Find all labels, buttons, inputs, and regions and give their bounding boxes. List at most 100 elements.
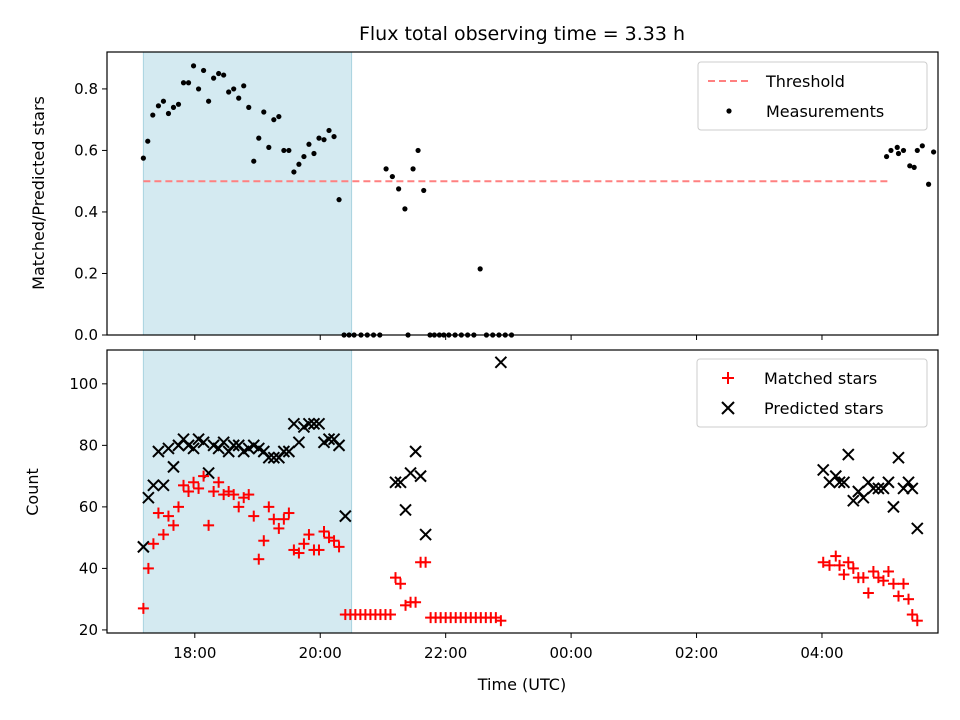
predicted-star-point bbox=[419, 528, 432, 541]
measurement-point bbox=[477, 266, 483, 272]
predicted-star-point bbox=[292, 436, 306, 449]
matched-star-point bbox=[198, 470, 210, 482]
bottom-legend: Matched stars Predicted stars bbox=[696, 358, 928, 428]
measurement-point bbox=[331, 133, 337, 140]
matched-star-point bbox=[303, 529, 315, 541]
y-tick-label: 0.2 bbox=[74, 264, 98, 282]
x-tick-label: 00:00 bbox=[549, 644, 592, 662]
predicted-star-point bbox=[857, 491, 870, 504]
measurement-point bbox=[883, 153, 890, 160]
top-legend: Threshold Measurements bbox=[697, 61, 928, 131]
top-x-axis-ticks bbox=[194, 335, 823, 340]
predicted-star-point bbox=[837, 476, 851, 489]
matched-star-point bbox=[283, 507, 295, 519]
predicted-star-point bbox=[137, 540, 150, 554]
matched-star-point bbox=[906, 609, 918, 621]
matched-star-point bbox=[273, 522, 285, 534]
predicted-star-point bbox=[152, 445, 165, 458]
y-tick-label: 80 bbox=[79, 436, 98, 454]
matched-star-point bbox=[834, 559, 846, 571]
legend-threshold-label: Threshold bbox=[765, 72, 845, 91]
measurement-point bbox=[221, 72, 227, 78]
matched-star-point bbox=[911, 615, 923, 627]
predicted-star-point bbox=[867, 482, 880, 495]
matched-star-point bbox=[137, 602, 149, 614]
measurement-point bbox=[900, 147, 907, 154]
measurement-point bbox=[170, 104, 177, 110]
matched-star-point bbox=[877, 575, 889, 587]
x-tick-label: 20:00 bbox=[299, 644, 342, 662]
matched-star-point bbox=[887, 578, 899, 590]
matched-star-point bbox=[188, 476, 200, 488]
matched-star-points bbox=[137, 470, 923, 627]
matched-star-point bbox=[253, 553, 265, 565]
measurement-point bbox=[301, 153, 307, 160]
predicted-star-point bbox=[389, 476, 402, 489]
predicted-star-point bbox=[287, 417, 301, 431]
bottom-y-axis-label: Count bbox=[23, 468, 42, 516]
matched-star-point bbox=[313, 544, 325, 556]
matched-star-point bbox=[892, 590, 904, 602]
legend-matched-label: Matched stars bbox=[764, 369, 877, 388]
predicted-star-point bbox=[394, 476, 407, 489]
measurement-point bbox=[894, 144, 900, 150]
measurement-point bbox=[271, 117, 277, 123]
predicted-star-point bbox=[911, 522, 924, 535]
predicted-star-point bbox=[892, 451, 905, 464]
predicted-star-point bbox=[332, 439, 346, 452]
measurement-point bbox=[931, 149, 937, 155]
measurement-point bbox=[396, 186, 402, 192]
measurement-point bbox=[321, 137, 327, 143]
predicted-star-point bbox=[262, 451, 276, 464]
measurement-point bbox=[190, 63, 197, 69]
predicted-star-point bbox=[817, 463, 830, 477]
predicted-star-point bbox=[162, 442, 175, 455]
y-tick-label: 0.8 bbox=[74, 80, 98, 98]
matched-star-point bbox=[167, 519, 179, 531]
measurement-point bbox=[185, 80, 192, 86]
legend-predicted-label: Predicted stars bbox=[764, 399, 884, 418]
bottom-panel: 20 40 60 80 100 18:00 20:00 22:00 00:00 02:00 04:… bbox=[23, 349, 939, 694]
measurement-point bbox=[266, 144, 272, 150]
bottom-plot-frame bbox=[106, 349, 939, 634]
x-axis-label: Time (UTC) bbox=[477, 675, 566, 694]
matched-star-point bbox=[867, 565, 879, 577]
predicted-star-point bbox=[227, 439, 240, 452]
y-tick-label: 40 bbox=[79, 559, 98, 577]
measurement-point bbox=[421, 187, 427, 194]
measurement-points bbox=[140, 63, 937, 338]
legend-predicted-swatch bbox=[721, 401, 735, 415]
top-y-axis-ticks: 0.0 0.2 0.4 0.6 0.8 bbox=[74, 80, 107, 344]
matched-star-point bbox=[389, 572, 401, 584]
measurement-point bbox=[180, 80, 187, 86]
matched-star-point bbox=[847, 562, 859, 574]
predicted-star-point bbox=[147, 479, 160, 492]
y-tick-label: 0.6 bbox=[74, 141, 98, 159]
predicted-star-point bbox=[847, 494, 860, 507]
matched-star-point bbox=[172, 501, 184, 513]
matched-star-point bbox=[333, 541, 345, 553]
measurement-point bbox=[155, 103, 162, 109]
matched-star-point bbox=[318, 525, 330, 537]
predicted-star-point bbox=[409, 445, 422, 458]
predicted-star-point bbox=[267, 451, 281, 464]
measurement-point bbox=[326, 127, 332, 134]
predicted-star-point bbox=[187, 442, 200, 455]
matched-star-point bbox=[420, 556, 432, 568]
measurement-point bbox=[211, 75, 217, 81]
matched-star-point bbox=[178, 479, 190, 491]
measurement-point bbox=[281, 147, 287, 154]
measurement-point bbox=[296, 161, 302, 167]
measurement-point bbox=[231, 86, 237, 92]
predicted-star-point bbox=[157, 479, 170, 492]
matched-star-point bbox=[243, 489, 255, 501]
predicted-star-point bbox=[197, 436, 210, 449]
matched-star-point bbox=[183, 486, 195, 497]
predicted-star-point bbox=[882, 476, 895, 489]
bottom-legend-box bbox=[696, 358, 928, 428]
predicted-star-point bbox=[902, 476, 915, 489]
measurement-point bbox=[241, 83, 247, 89]
legend-matched-swatch bbox=[722, 372, 734, 384]
predicted-star-point bbox=[887, 500, 900, 514]
